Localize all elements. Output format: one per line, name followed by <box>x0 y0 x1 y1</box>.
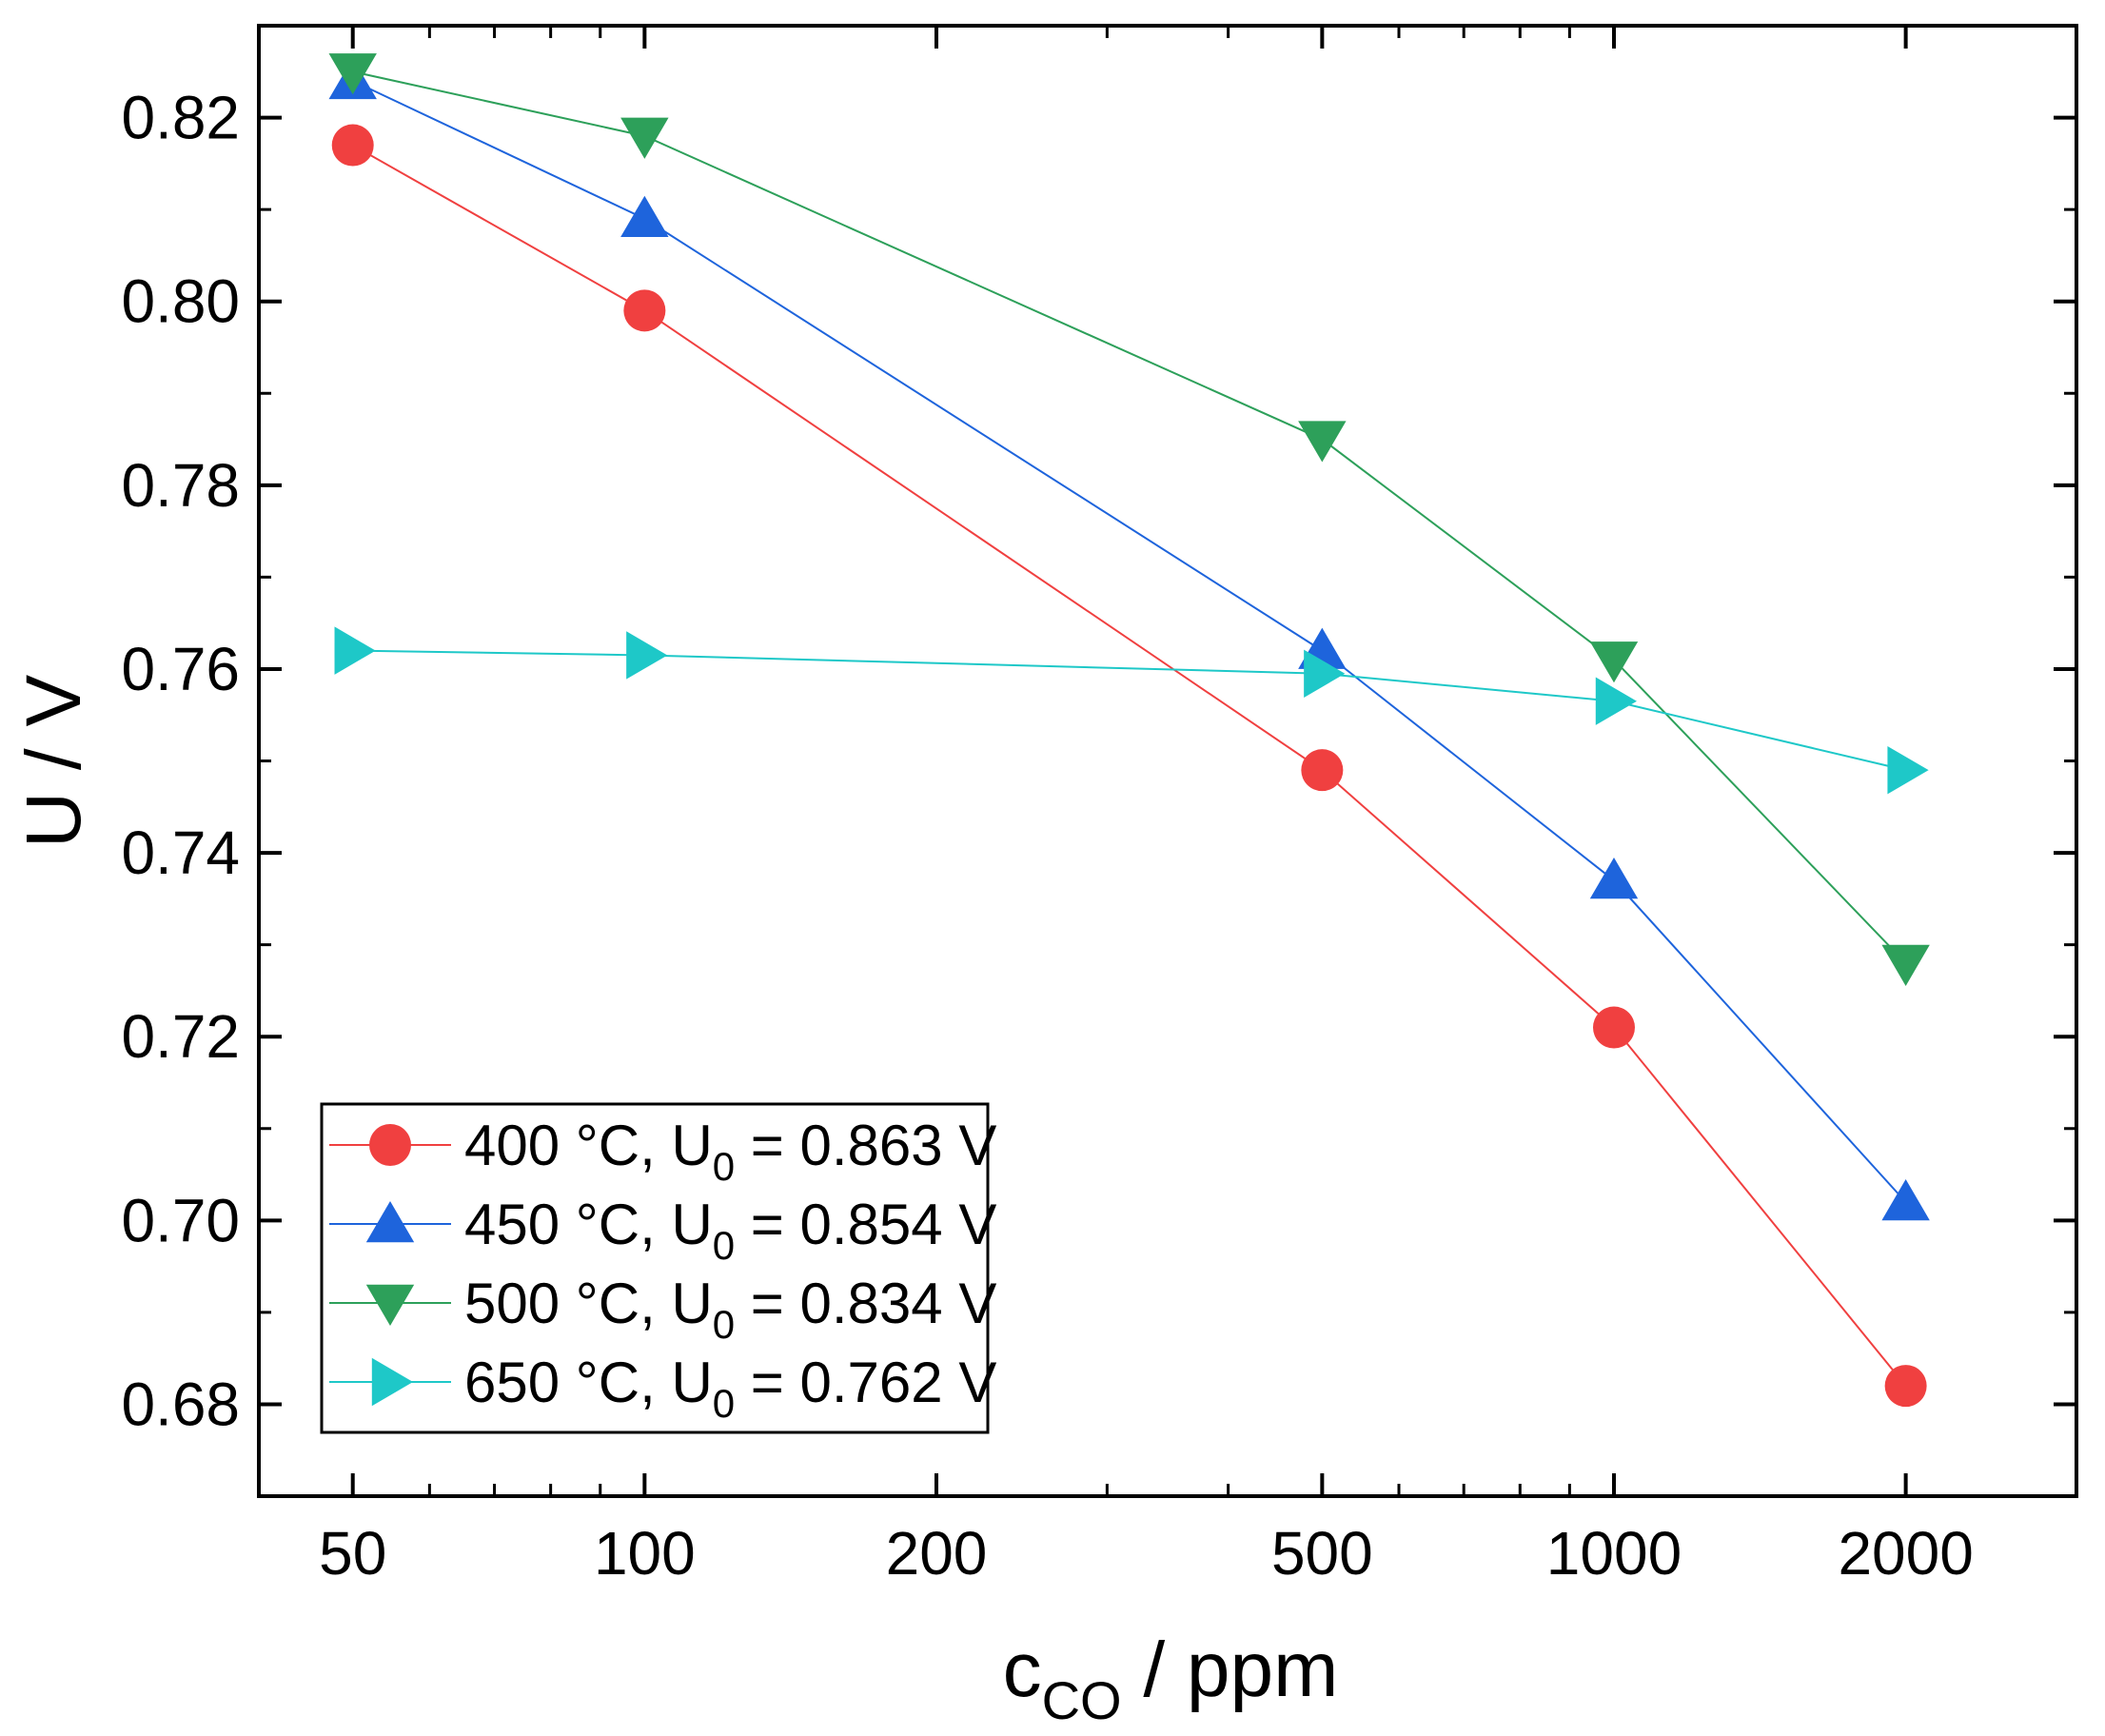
legend-box <box>320 1102 990 1434</box>
legend-swatch-marker <box>369 1124 411 1166</box>
x-tick-labels: 50 100 200 500 1000 2000 <box>319 1519 1974 1588</box>
y-tick-label: 0.82 <box>121 84 240 152</box>
data-point <box>1589 641 1639 683</box>
series-2 <box>328 53 1930 986</box>
legend-item: 650 °C, U0 = 0.762 V <box>329 1351 996 1426</box>
data-point <box>1881 944 1930 986</box>
y-tick-label: 0.70 <box>121 1186 240 1254</box>
data-point <box>1301 749 1344 792</box>
legend-item: 400 °C, U0 = 0.863 V <box>329 1114 996 1189</box>
data-point <box>623 289 666 332</box>
data-point <box>626 631 668 680</box>
x-tick-label: 500 <box>1271 1519 1373 1588</box>
axis-ticks <box>259 24 2076 1498</box>
data-point <box>328 53 377 95</box>
plot-frame <box>257 24 2078 1498</box>
data-point <box>620 117 669 159</box>
legend-label: 400 °C, U0 = 0.863 V <box>464 1114 996 1189</box>
data-point <box>334 626 376 675</box>
x-tick-label: 2000 <box>1838 1519 1973 1588</box>
y-tick-label: 0.68 <box>121 1370 240 1438</box>
y-tick-label: 0.74 <box>121 819 240 887</box>
x-tick-label: 200 <box>886 1519 988 1588</box>
x-tick-label: 1000 <box>1546 1519 1682 1588</box>
legend-item: 500 °C, U0 = 0.834 V <box>329 1272 996 1347</box>
legend-label: 450 °C, U0 = 0.854 V <box>464 1193 996 1268</box>
data-point <box>1304 649 1346 698</box>
data-point <box>1881 1179 1930 1221</box>
y-tick-labels: 0.68 0.70 0.72 0.74 0.76 0.78 0.80 0.82 <box>121 84 240 1439</box>
x-tick-label: 100 <box>594 1519 696 1588</box>
legend-label: 500 °C, U0 = 0.834 V <box>464 1272 996 1347</box>
data-point <box>1884 1365 1927 1408</box>
series-line <box>352 80 1907 1203</box>
series-line <box>352 70 1907 964</box>
data-point <box>620 195 669 237</box>
data-point <box>1592 1006 1635 1049</box>
series-3 <box>334 626 1929 795</box>
y-tick-label: 0.72 <box>121 1002 240 1071</box>
series-1 <box>328 57 1930 1221</box>
legend-swatch-marker <box>365 1284 415 1326</box>
data-point <box>1589 858 1639 899</box>
y-axis-title: U / V <box>10 675 97 849</box>
y-tick-label: 0.76 <box>121 635 240 703</box>
legend-item: 450 °C, U0 = 0.854 V <box>329 1193 996 1268</box>
data-point <box>1887 745 1929 795</box>
x-tick-label: 50 <box>319 1519 386 1588</box>
data-point <box>331 124 374 167</box>
x-axis-title: cCO / ppm <box>1003 1627 1339 1730</box>
data-point <box>1595 677 1637 725</box>
series-line <box>352 649 1906 772</box>
legend-swatch-marker <box>371 1357 413 1407</box>
series-0 <box>331 124 1927 1408</box>
y-tick-label: 0.78 <box>121 451 240 520</box>
legend-label: 650 °C, U0 = 0.762 V <box>464 1351 996 1426</box>
y-tick-label: 0.80 <box>121 267 240 336</box>
series-layer <box>328 53 1930 1408</box>
data-point <box>1298 421 1347 463</box>
legend-swatch-marker <box>365 1201 415 1243</box>
